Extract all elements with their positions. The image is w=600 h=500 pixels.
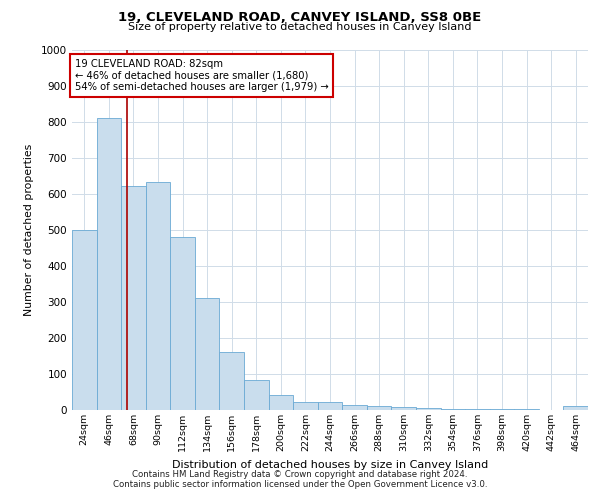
Bar	[170, 237, 195, 410]
Bar	[121, 186, 146, 410]
Bar	[416, 408, 440, 410]
Bar	[367, 406, 391, 410]
Bar	[146, 182, 170, 410]
Bar	[195, 298, 220, 410]
Bar	[342, 404, 367, 410]
Bar	[293, 402, 318, 410]
Bar	[220, 352, 244, 410]
Bar	[391, 407, 416, 410]
X-axis label: Distribution of detached houses by size in Canvey Island: Distribution of detached houses by size …	[172, 460, 488, 469]
Text: 19 CLEVELAND ROAD: 82sqm
← 46% of detached houses are smaller (1,680)
54% of sem: 19 CLEVELAND ROAD: 82sqm ← 46% of detach…	[74, 59, 328, 92]
Bar	[563, 406, 588, 410]
Bar	[440, 408, 465, 410]
Bar	[514, 408, 539, 410]
Y-axis label: Number of detached properties: Number of detached properties	[24, 144, 34, 316]
Bar	[318, 402, 342, 410]
Bar	[72, 230, 97, 410]
Bar	[465, 408, 490, 410]
Text: Size of property relative to detached houses in Canvey Island: Size of property relative to detached ho…	[128, 22, 472, 32]
Text: Contains HM Land Registry data © Crown copyright and database right 2024.
Contai: Contains HM Land Registry data © Crown c…	[113, 470, 487, 489]
Bar	[244, 380, 269, 410]
Bar	[490, 408, 514, 410]
Text: 19, CLEVELAND ROAD, CANVEY ISLAND, SS8 0BE: 19, CLEVELAND ROAD, CANVEY ISLAND, SS8 0…	[118, 11, 482, 24]
Bar	[97, 118, 121, 410]
Bar	[269, 395, 293, 410]
